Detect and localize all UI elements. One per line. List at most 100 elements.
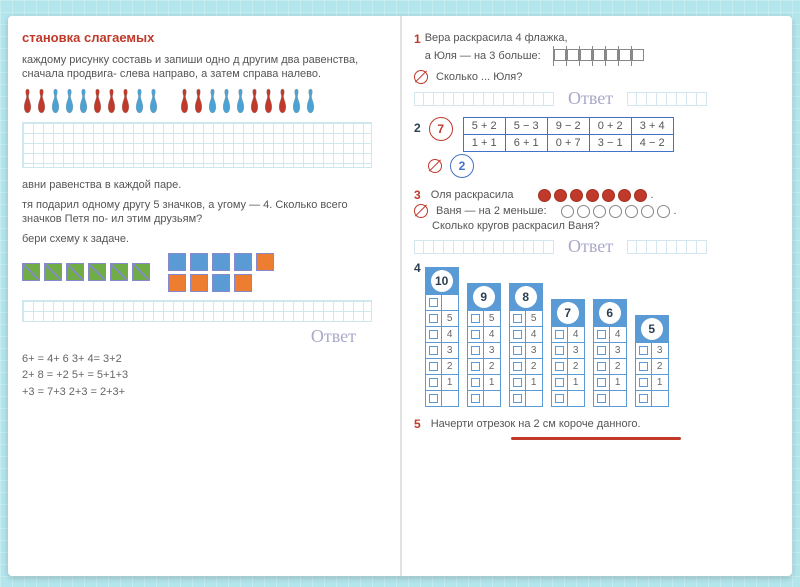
equations-block[interactable]: 6+ = 4+ 6 3+ 4= 3+22+ 8 = +2 5+ = 5+1+3 … bbox=[22, 351, 386, 401]
bowling-pins-row bbox=[22, 88, 386, 114]
task-number-4: 4 bbox=[414, 261, 421, 275]
number-tower[interactable]: 5321 bbox=[635, 315, 669, 407]
answer-cells-1[interactable] bbox=[414, 92, 554, 106]
bowling-pin-icon bbox=[263, 88, 274, 114]
circle-icon bbox=[602, 189, 615, 202]
number-towers[interactable]: 105432195432185432174321643215321 bbox=[425, 267, 669, 407]
bowling-pin-icon bbox=[134, 88, 145, 114]
bowling-pin-icon bbox=[221, 88, 232, 114]
no-calculator-icon-2 bbox=[428, 159, 442, 173]
task4-row: 4 105432195432185432174321643215321 bbox=[414, 261, 778, 407]
schema-left bbox=[22, 263, 150, 281]
schema-box bbox=[234, 274, 252, 292]
answer-grid-2[interactable] bbox=[22, 300, 372, 322]
answer-label-r3: Ответ bbox=[558, 236, 623, 257]
bowling-pin-icon bbox=[207, 88, 218, 114]
math-cell[interactable]: 5 − 3 bbox=[505, 118, 547, 135]
bowling-pin-icon bbox=[78, 88, 89, 114]
bowling-pin-icon bbox=[50, 88, 61, 114]
flag-icon bbox=[566, 46, 578, 66]
number-tower[interactable]: 64321 bbox=[593, 299, 627, 407]
math-table[interactable]: 5 + 25 − 39 − 20 + 23 + 4 1 + 16 + 10 + 7… bbox=[463, 117, 674, 152]
circle-icon bbox=[554, 189, 567, 202]
schema-box bbox=[132, 263, 150, 281]
circle-icon[interactable] bbox=[657, 205, 670, 218]
task-number-1: 1 bbox=[414, 32, 421, 46]
answer-grid-1[interactable] bbox=[22, 122, 372, 168]
circle-icon[interactable] bbox=[625, 205, 638, 218]
flag-icon bbox=[592, 46, 604, 66]
schema-box bbox=[234, 253, 252, 271]
schema-box bbox=[88, 263, 106, 281]
t1-line2: а Юля — на 3 больше: bbox=[425, 50, 541, 62]
task-number-2: 2 bbox=[414, 121, 421, 135]
answer-cells-3b[interactable] bbox=[627, 240, 707, 254]
t3-line3: Сколько кругов раскрасил Ваня? bbox=[432, 220, 778, 232]
number-tower[interactable]: 74321 bbox=[551, 299, 585, 407]
t3-line1: Оля раскрасила bbox=[431, 189, 514, 201]
schema-row bbox=[22, 253, 386, 292]
math-cell[interactable]: 3 + 4 bbox=[631, 118, 673, 135]
bowling-pin-icon bbox=[22, 88, 33, 114]
flags-row bbox=[553, 46, 643, 66]
circle-icon[interactable] bbox=[593, 205, 606, 218]
number-tower[interactable]: 954321 bbox=[467, 283, 501, 407]
section-title: становка слагаемых bbox=[22, 30, 386, 45]
bowling-pin-icon bbox=[235, 88, 246, 114]
schema-box bbox=[256, 253, 274, 271]
flag-icon bbox=[618, 46, 630, 66]
answer-label-left: Ответ bbox=[22, 326, 386, 347]
circle-7[interactable]: 7 bbox=[429, 117, 453, 141]
task2-row: 2 7 5 + 25 − 39 − 20 + 23 + 4 1 + 16 + 10… bbox=[414, 117, 778, 152]
math-cell[interactable]: 0 + 2 bbox=[589, 118, 631, 135]
no-calculator-icon-3 bbox=[414, 204, 428, 218]
no-calculator-icon bbox=[414, 70, 428, 84]
circle-2[interactable]: 2 bbox=[450, 154, 474, 178]
task1-row: 1 Вера раскрасила 4 флажка, а Юля — на 3… bbox=[414, 32, 778, 68]
task-text: каждому рисунку составь и запиши одно д … bbox=[22, 53, 386, 82]
schema-box bbox=[212, 253, 230, 271]
math-cell[interactable]: 6 + 1 bbox=[505, 135, 547, 152]
answer-cells-1b[interactable] bbox=[627, 92, 707, 106]
circle-icon bbox=[570, 189, 583, 202]
schema-box bbox=[190, 253, 208, 271]
schema-box bbox=[44, 263, 62, 281]
number-tower[interactable]: 854321 bbox=[509, 283, 543, 407]
red-segment bbox=[511, 437, 681, 440]
workbook-spread: становка слагаемых каждому рисунку соста… bbox=[8, 16, 792, 576]
math-cell[interactable]: 0 + 7 bbox=[547, 135, 589, 152]
number-tower[interactable]: 1054321 bbox=[425, 267, 459, 407]
math-cell[interactable]: 5 + 2 bbox=[463, 118, 505, 135]
schema-box bbox=[168, 274, 186, 292]
t1-line1: Вера раскрасила 4 флажка, bbox=[425, 32, 778, 44]
flag-icon bbox=[579, 46, 591, 66]
schema-box bbox=[110, 263, 128, 281]
t5-text: Начерти отрезок на 2 см короче данного. bbox=[431, 418, 641, 430]
math-cell[interactable]: 9 − 2 bbox=[547, 118, 589, 135]
bowling-pin-icon bbox=[36, 88, 47, 114]
bowling-pin-icon bbox=[179, 88, 190, 114]
bowling-pin-icon bbox=[249, 88, 260, 114]
schema-box bbox=[66, 263, 84, 281]
circle-icon[interactable] bbox=[641, 205, 654, 218]
flag-icon bbox=[605, 46, 617, 66]
schema-box bbox=[22, 263, 40, 281]
schema-box bbox=[212, 274, 230, 292]
circle-icon[interactable] bbox=[561, 205, 574, 218]
flag-icon bbox=[631, 46, 643, 66]
task-number-3: 3 bbox=[414, 188, 421, 202]
answer-cells-3[interactable] bbox=[414, 240, 554, 254]
bowling-pin-icon bbox=[106, 88, 117, 114]
answer-label-r1: Ответ bbox=[558, 88, 623, 109]
circle-icon[interactable] bbox=[577, 205, 590, 218]
empty-circles[interactable] bbox=[561, 205, 670, 218]
circle-icon[interactable] bbox=[609, 205, 622, 218]
task3a-text: тя подарил одному другу 5 значков, а уго… bbox=[22, 198, 386, 227]
math-cell[interactable]: 1 + 1 bbox=[463, 135, 505, 152]
math-cell[interactable]: 3 − 1 bbox=[589, 135, 631, 152]
t1-line3: Сколько ... Юля? bbox=[436, 71, 522, 83]
math-cell[interactable]: 4 − 2 bbox=[631, 135, 673, 152]
left-page: становка слагаемых каждому рисунку соста… bbox=[8, 16, 400, 576]
bowling-pin-icon bbox=[148, 88, 159, 114]
task-number-5: 5 bbox=[414, 417, 421, 431]
